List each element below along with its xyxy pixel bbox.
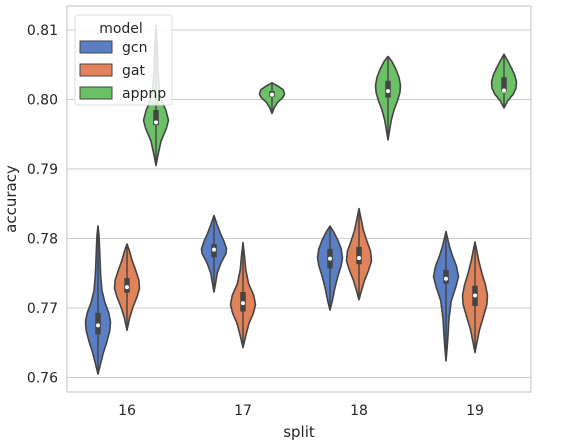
x-tick-label: 19 [466,403,484,419]
median-dot-appnp-18 [386,89,390,94]
median-dot-gcn-19 [444,276,448,281]
median-dot-gcn-17 [212,247,216,252]
median-dot-gat-19 [473,293,477,298]
y-tick-label: 0.79 [27,162,58,178]
x-tick-label: 17 [234,403,252,419]
median-dot-gat-18 [357,255,361,260]
y-tick-label: 0.76 [27,371,58,387]
y-tick-label: 0.77 [27,301,58,317]
y-tick-labels: 0.76 0.77 0.78 0.79 0.80 0.81 [27,23,58,387]
y-tick-label: 0.80 [27,93,58,109]
y-tick-label: 0.78 [27,232,58,248]
legend-swatch-gcn [79,40,113,54]
y-tick-label: 0.81 [27,23,58,39]
legend-label-gcn: gcn [122,40,147,56]
legend-swatch-gat [79,63,113,77]
x-axis-label: split [283,423,315,441]
legend-label-gat: gat [122,63,145,79]
median-dot-appnp-17 [270,92,274,97]
x-tick-labels: 16 17 18 19 [118,403,484,419]
median-dot-appnp-19 [502,88,506,93]
median-dot-appnp-16 [154,120,158,125]
violins [84,24,518,375]
legend: model gcn gat appnp [74,14,173,106]
x-tick-label: 18 [350,403,368,419]
x-tick-label: 16 [118,403,136,419]
median-dot-gcn-16 [96,323,100,328]
legend-swatch-appnp [79,86,113,100]
median-dot-gat-16 [125,285,129,290]
y-axis-label: accuracy [2,165,20,233]
median-dot-gat-17 [241,301,245,306]
legend-frame [74,14,173,106]
legend-label-appnp: appnp [122,86,166,102]
median-dot-gcn-18 [328,256,332,261]
legend-title: model [99,21,143,37]
